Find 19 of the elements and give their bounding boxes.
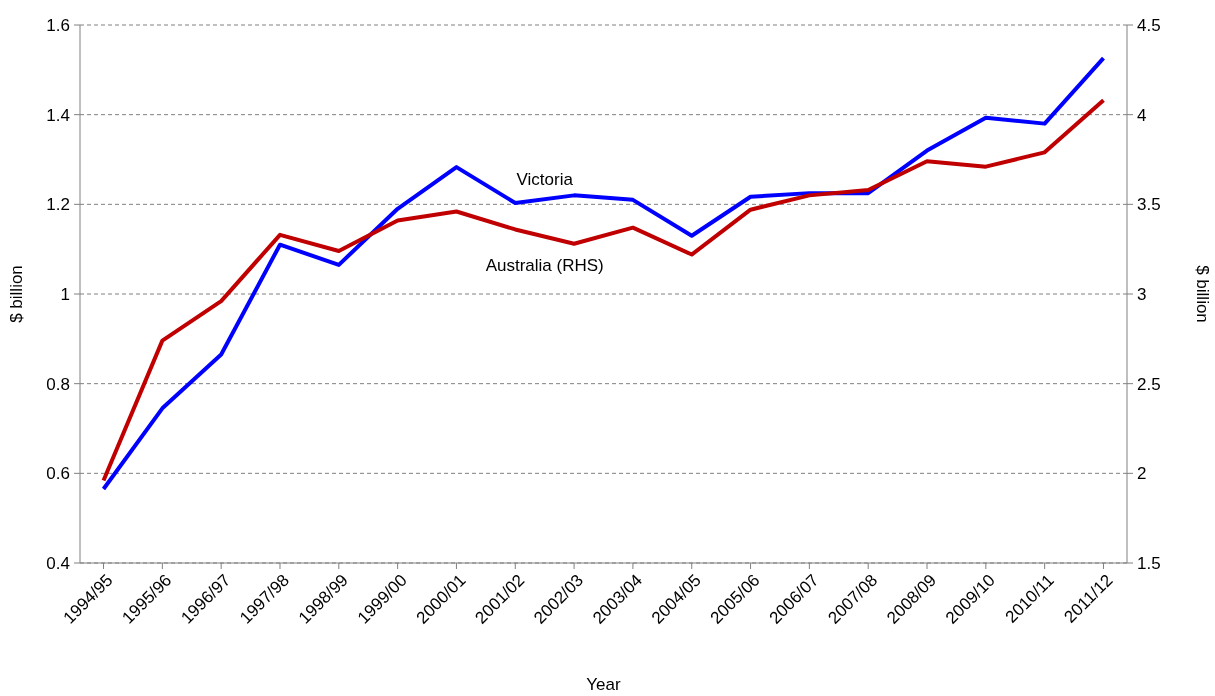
y-tick-label: 0.6 [46, 464, 70, 484]
y-tick-label: 0.8 [46, 374, 70, 394]
y2-tick-label: 1.5 [1137, 553, 1161, 573]
y2-axis-title: $ billion [1193, 265, 1212, 323]
y2-tick-label: 4.5 [1137, 15, 1161, 35]
y-tick-label: 1 [60, 284, 70, 304]
y-axis-title: $ billion [7, 265, 26, 323]
series-label: Victoria [516, 170, 574, 190]
y-tick-label: 1.4 [46, 105, 70, 125]
y2-tick-label: 2 [1137, 464, 1147, 484]
y2-tick-label: 3.5 [1137, 195, 1161, 215]
x-axis-title: Year [586, 675, 622, 694]
series-label: Australia (RHS) [485, 255, 604, 275]
y2-tick-label: 3 [1137, 284, 1147, 304]
y-tick-label: 0.4 [46, 553, 70, 573]
y-tick-label: 1.6 [46, 15, 70, 35]
y2-tick-label: 4 [1137, 105, 1147, 125]
y2-tick-label: 2.5 [1137, 374, 1161, 394]
y-tick-label: 1.2 [46, 195, 70, 215]
